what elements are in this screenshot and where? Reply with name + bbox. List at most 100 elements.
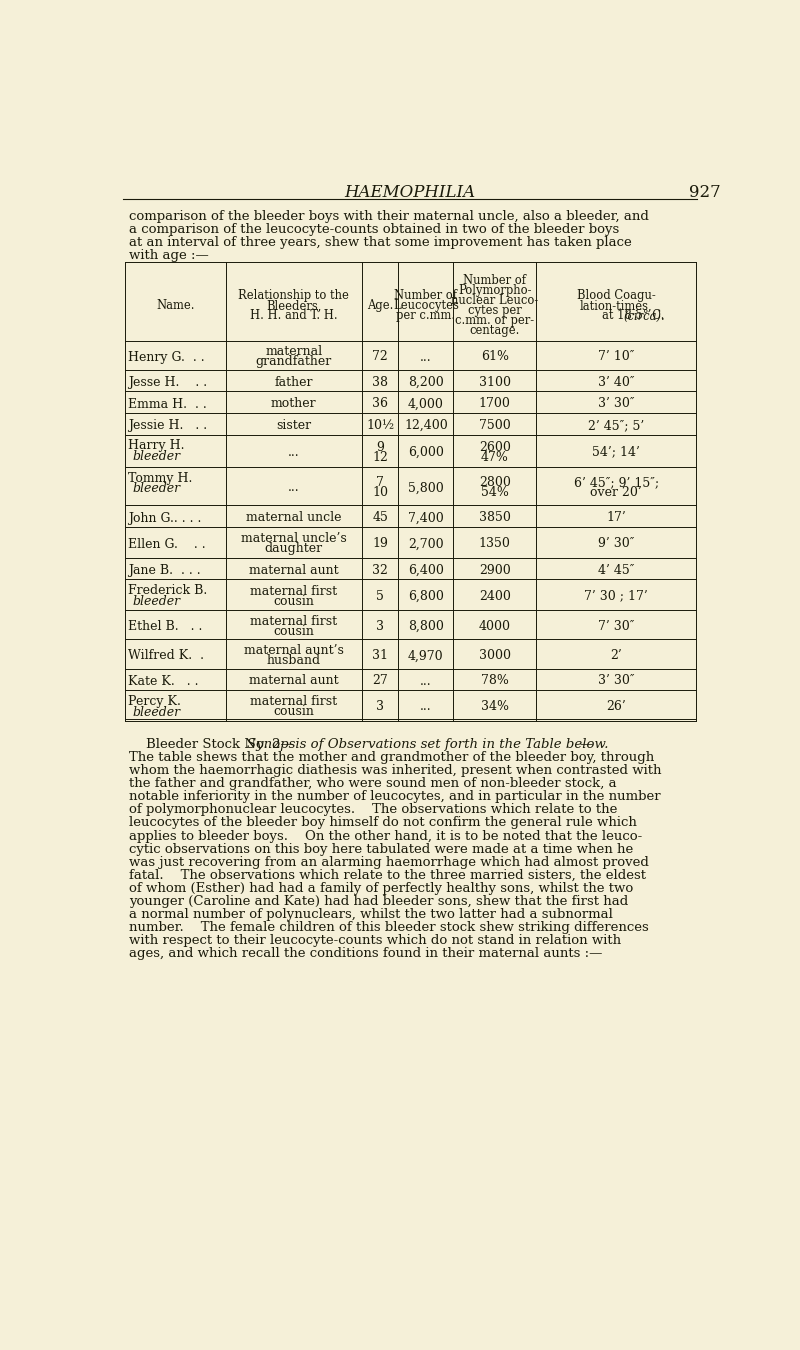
- Text: maternal aunt’s: maternal aunt’s: [244, 644, 344, 657]
- Text: 5: 5: [376, 590, 384, 602]
- Text: 3: 3: [376, 620, 384, 633]
- Text: ...: ...: [420, 351, 432, 363]
- Text: 34%: 34%: [481, 699, 509, 713]
- Text: Age.: Age.: [367, 300, 394, 312]
- Text: 10: 10: [372, 486, 388, 500]
- Text: 17’: 17’: [606, 512, 626, 524]
- Text: 61%: 61%: [481, 350, 509, 363]
- Text: 6,400: 6,400: [408, 564, 444, 576]
- Text: maternal first: maternal first: [250, 695, 338, 707]
- Text: at 18·5° C.: at 18·5° C.: [602, 309, 668, 323]
- Text: 4,970: 4,970: [408, 649, 444, 663]
- Text: 6,800: 6,800: [408, 590, 444, 603]
- Text: The table shews that the mother and grandmother of the bleeder boy, through: The table shews that the mother and gran…: [130, 751, 654, 764]
- Text: Jessie H.   . .: Jessie H. . .: [128, 420, 207, 432]
- Text: with age :—: with age :—: [130, 248, 210, 262]
- Text: 2400: 2400: [479, 590, 511, 602]
- Text: Blood Coagu-: Blood Coagu-: [577, 289, 655, 302]
- Text: Frederick B.: Frederick B.: [128, 585, 207, 597]
- Text: Relationship to the: Relationship to the: [238, 289, 349, 302]
- Text: centage.: centage.: [470, 324, 520, 338]
- Text: Ethel B.   . .: Ethel B. . .: [128, 620, 202, 633]
- Text: bleeder: bleeder: [133, 450, 181, 463]
- Text: mother: mother: [271, 397, 317, 410]
- Text: number.    The female children of this bleeder stock shew striking differences: number. The female children of this blee…: [130, 921, 650, 934]
- Text: Bleeder Stock No. 2—: Bleeder Stock No. 2—: [130, 738, 294, 751]
- Text: a comparison of the leucocyte-counts obtained in two of the bleeder boys: a comparison of the leucocyte-counts obt…: [130, 223, 620, 236]
- Text: 3100: 3100: [479, 375, 511, 389]
- Text: 27: 27: [372, 675, 388, 687]
- Text: 12: 12: [372, 451, 388, 464]
- Text: father: father: [274, 375, 313, 389]
- Text: 2600: 2600: [479, 440, 511, 454]
- Text: 72: 72: [372, 350, 388, 363]
- Text: ...: ...: [288, 481, 299, 494]
- Text: Emma H.  . .: Emma H. . .: [128, 398, 206, 410]
- Text: 6,000: 6,000: [408, 446, 444, 459]
- Text: maternal aunt: maternal aunt: [249, 563, 338, 576]
- Text: ...: ...: [420, 701, 432, 713]
- Text: 2’: 2’: [610, 649, 622, 662]
- Text: 32: 32: [372, 563, 388, 576]
- Text: 31: 31: [372, 649, 388, 662]
- Text: Jesse H.    . .: Jesse H. . .: [128, 377, 207, 389]
- Text: Number of: Number of: [394, 289, 458, 302]
- Text: maternal first: maternal first: [250, 614, 338, 628]
- Text: 927: 927: [689, 184, 721, 201]
- Text: Wilfred K.  .: Wilfred K. .: [128, 649, 204, 663]
- Text: sister: sister: [276, 418, 311, 432]
- Text: 3: 3: [376, 699, 384, 713]
- Text: maternal uncle’s: maternal uncle’s: [241, 532, 346, 545]
- Text: whom the haemorrhagic diathesis was inherited, present when contrasted with: whom the haemorrhagic diathesis was inhe…: [130, 764, 662, 778]
- Text: 19: 19: [372, 537, 388, 551]
- Text: 78%: 78%: [481, 675, 509, 687]
- Text: 26’: 26’: [606, 699, 626, 713]
- Text: Polymorpho-: Polymorpho-: [458, 285, 532, 297]
- Text: cousin: cousin: [274, 625, 314, 637]
- Text: 7’ 30″: 7’ 30″: [598, 620, 634, 633]
- Text: 45: 45: [372, 512, 388, 524]
- Text: 9’ 30″: 9’ 30″: [598, 537, 634, 551]
- Text: 2900: 2900: [479, 563, 510, 576]
- Text: husband: husband: [266, 653, 321, 667]
- Text: Tommy H.: Tommy H.: [128, 471, 192, 485]
- Text: maternal first: maternal first: [250, 585, 338, 598]
- Text: daughter: daughter: [265, 543, 323, 555]
- Text: 8,200: 8,200: [408, 377, 444, 389]
- Text: Name.: Name.: [156, 300, 194, 312]
- Text: 7: 7: [376, 477, 384, 489]
- Text: 10½: 10½: [366, 418, 394, 432]
- Text: 4000: 4000: [479, 620, 511, 633]
- Text: bleeder: bleeder: [133, 706, 181, 718]
- Text: maternal aunt: maternal aunt: [249, 675, 338, 687]
- Text: cousin: cousin: [274, 705, 314, 718]
- Text: 8,800: 8,800: [408, 620, 444, 633]
- Text: Bleeders,: Bleeders,: [266, 300, 322, 312]
- Text: H. H. and T. H.: H. H. and T. H.: [250, 309, 338, 323]
- Text: Percy K.: Percy K.: [128, 695, 181, 707]
- Text: 2800: 2800: [479, 477, 511, 489]
- Text: Kate K.   . .: Kate K. . .: [128, 675, 198, 687]
- Text: comparison of the bleeder boys with their maternal uncle, also a bleeder, and: comparison of the bleeder boys with thei…: [130, 209, 650, 223]
- Text: bleeder: bleeder: [133, 482, 181, 495]
- Text: ...: ...: [420, 675, 432, 687]
- Text: c.mm. or per-: c.mm. or per-: [455, 315, 534, 328]
- Text: lation-times,: lation-times,: [580, 300, 653, 312]
- Text: 3000: 3000: [479, 649, 511, 662]
- Text: 7’ 10″: 7’ 10″: [598, 350, 634, 363]
- Text: 4’ 45″: 4’ 45″: [598, 563, 634, 576]
- Text: 9: 9: [376, 440, 384, 454]
- Text: Henry G.  . .: Henry G. . .: [128, 351, 205, 363]
- Text: leucocytes of the bleeder boy himself do not confirm the general rule which: leucocytes of the bleeder boy himself do…: [130, 817, 638, 829]
- Text: cousin: cousin: [274, 595, 314, 608]
- Text: applies to bleeder boys.    On the other hand, it is to be noted that the leuco-: applies to bleeder boys. On the other ha…: [130, 830, 642, 842]
- Text: maternal: maternal: [265, 346, 322, 358]
- Text: 54’; 14’: 54’; 14’: [592, 446, 640, 459]
- Text: Harry H.: Harry H.: [128, 439, 184, 452]
- Text: ages, and which recall the conditions found in their maternal aunts :—: ages, and which recall the conditions fo…: [130, 948, 603, 960]
- Text: Leucocytes: Leucocytes: [393, 300, 459, 312]
- Text: 7,400: 7,400: [408, 512, 444, 525]
- Text: fatal.    The observations which relate to the three married sisters, the eldest: fatal. The observations which relate to …: [130, 869, 646, 882]
- Text: with respect to their leucocyte-counts which do not stand in relation with: with respect to their leucocyte-counts w…: [130, 934, 622, 948]
- Text: 3850: 3850: [479, 512, 511, 524]
